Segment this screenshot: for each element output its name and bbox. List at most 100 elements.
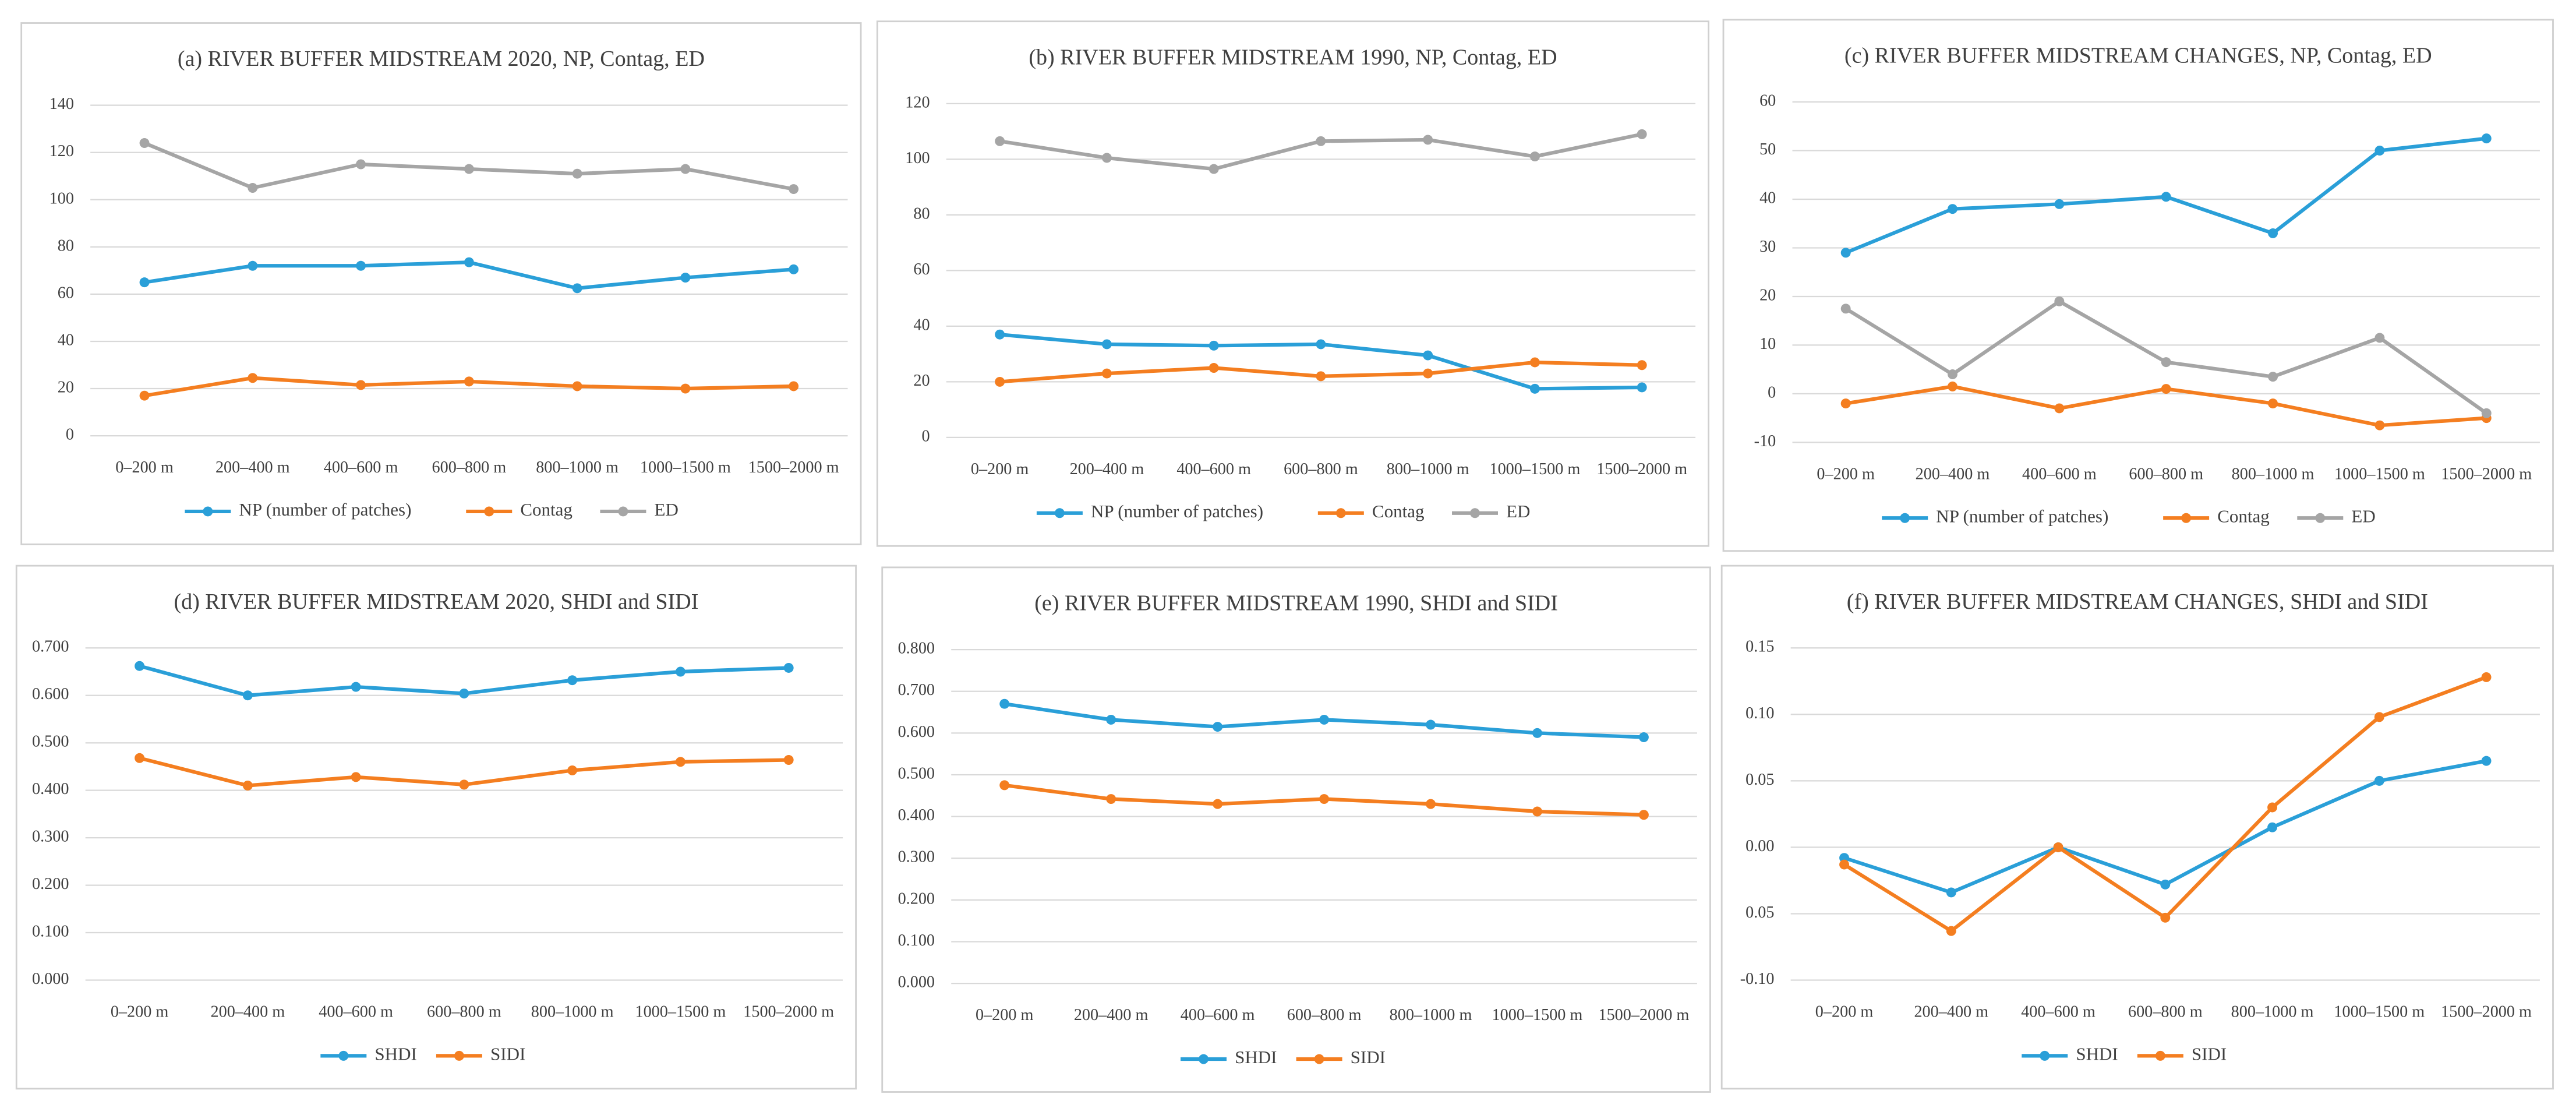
y-tick-label: 0.200 bbox=[32, 875, 69, 893]
data-point bbox=[356, 380, 366, 390]
data-point bbox=[1840, 304, 1851, 314]
data-point bbox=[2161, 357, 2171, 368]
legend-label: SHDI bbox=[1235, 1047, 1277, 1067]
y-tick-label: 40 bbox=[1759, 189, 1776, 207]
y-tick-label: 0.100 bbox=[32, 923, 69, 941]
data-point bbox=[1316, 136, 1326, 146]
y-tick-label: 0.600 bbox=[898, 723, 935, 741]
x-tick-label: 200–400 m bbox=[1074, 1006, 1149, 1024]
data-point bbox=[789, 184, 799, 195]
y-tick-label: 30 bbox=[1759, 238, 1776, 256]
x-tick-label: 400–600 m bbox=[319, 1003, 393, 1021]
data-point bbox=[2481, 133, 2492, 144]
x-tick-label: 1000–1500 m bbox=[1490, 460, 1581, 478]
data-point bbox=[995, 329, 1005, 340]
x-tick-label: 600–800 m bbox=[432, 458, 507, 477]
data-point bbox=[459, 689, 469, 698]
data-point bbox=[2481, 408, 2492, 418]
legend-label: NP (number of patches) bbox=[1936, 506, 2108, 526]
legend-marker bbox=[1900, 513, 1910, 523]
data-point bbox=[139, 390, 150, 401]
data-point bbox=[2053, 842, 2063, 852]
data-point bbox=[1948, 369, 1957, 379]
data-point bbox=[1638, 810, 1649, 820]
x-tick-label: 1000–1500 m bbox=[2334, 1003, 2425, 1021]
data-point bbox=[675, 757, 685, 767]
y-tick-label: 0.300 bbox=[32, 828, 69, 846]
data-point bbox=[1209, 164, 1219, 174]
y-tick-label: -10 bbox=[1754, 432, 1776, 450]
y-tick-label: 0 bbox=[66, 426, 74, 444]
data-point bbox=[2160, 912, 2171, 923]
panel-frame bbox=[1720, 564, 2554, 1090]
x-tick-label: 200–400 m bbox=[1914, 1003, 1988, 1021]
y-tick-label: 50 bbox=[1759, 140, 1776, 158]
x-tick-label: 800–1000 m bbox=[531, 1003, 614, 1021]
legend-marker bbox=[1314, 1054, 1324, 1064]
data-point bbox=[1840, 248, 1851, 258]
legend-label: NP (number of patches) bbox=[1091, 501, 1263, 521]
legend-label: SIDI bbox=[2192, 1043, 2227, 1064]
data-point bbox=[783, 755, 794, 765]
x-tick-label: 800–1000 m bbox=[536, 458, 619, 477]
y-tick-label: 0.05 bbox=[1745, 904, 1774, 922]
data-point bbox=[1426, 799, 1436, 809]
y-tick-label: 60 bbox=[1759, 91, 1776, 110]
data-point bbox=[789, 381, 799, 391]
y-tick-label: 0.500 bbox=[32, 733, 69, 751]
legend-marker bbox=[454, 1050, 464, 1061]
x-tick-label: 1500–2000 m bbox=[2441, 1003, 2532, 1021]
chart-title: (f) RIVER BUFFER MIDSTREAM CHANGES, SHDI… bbox=[1847, 590, 2428, 614]
y-tick-label: 0.400 bbox=[898, 806, 935, 824]
data-point bbox=[356, 159, 366, 170]
data-point bbox=[2161, 384, 2171, 394]
data-point bbox=[464, 376, 474, 387]
data-point bbox=[1532, 806, 1542, 817]
x-tick-label: 0–200 m bbox=[111, 1003, 169, 1021]
panel-frame bbox=[1722, 19, 2554, 552]
x-tick-label: 600–800 m bbox=[1284, 460, 1358, 478]
data-point bbox=[135, 753, 145, 763]
x-tick-label: 200–400 m bbox=[1070, 460, 1144, 478]
y-tick-label: 0.100 bbox=[898, 931, 935, 950]
data-point bbox=[464, 257, 474, 267]
legend-marker bbox=[2315, 513, 2326, 523]
data-point bbox=[1101, 153, 1112, 163]
data-point bbox=[999, 780, 1010, 791]
y-tick-label: 0 bbox=[921, 427, 930, 445]
data-point bbox=[2054, 296, 2065, 306]
legend-marker bbox=[1054, 508, 1065, 518]
y-tick-label: 0.05 bbox=[1745, 771, 1774, 789]
x-tick-label: 800–1000 m bbox=[1390, 1006, 1472, 1024]
legend-label: ED bbox=[1506, 501, 1530, 521]
x-tick-label: 800–1000 m bbox=[2232, 465, 2314, 483]
y-tick-label: 20 bbox=[58, 378, 74, 396]
data-point bbox=[1948, 204, 1957, 214]
data-point bbox=[464, 164, 474, 174]
data-point bbox=[356, 260, 366, 271]
y-tick-label: 100 bbox=[50, 189, 74, 207]
x-tick-label: 600–800 m bbox=[427, 1003, 501, 1021]
legend-label: SHDI bbox=[374, 1043, 416, 1064]
data-point bbox=[248, 260, 258, 271]
data-point bbox=[248, 183, 258, 193]
legend-marker bbox=[338, 1050, 349, 1061]
data-point bbox=[1946, 926, 1956, 936]
legend-label: NP (number of patches) bbox=[239, 499, 411, 520]
data-point bbox=[1106, 794, 1116, 805]
y-tick-label: 60 bbox=[58, 284, 74, 302]
x-tick-label: 0–200 m bbox=[976, 1006, 1034, 1024]
x-tick-label: 800–1000 m bbox=[1387, 460, 1469, 478]
x-tick-label: 200–400 m bbox=[215, 458, 290, 477]
legend-label: SIDI bbox=[1351, 1047, 1386, 1067]
legend-label: Contag bbox=[2217, 506, 2270, 526]
data-point bbox=[2267, 822, 2278, 832]
data-point bbox=[572, 168, 582, 179]
data-point bbox=[1529, 383, 1540, 394]
data-point bbox=[1423, 368, 1433, 379]
y-tick-label: 0.000 bbox=[32, 970, 69, 988]
y-tick-label: -0.10 bbox=[1740, 970, 1775, 988]
data-point bbox=[248, 373, 258, 383]
data-point bbox=[680, 164, 691, 174]
